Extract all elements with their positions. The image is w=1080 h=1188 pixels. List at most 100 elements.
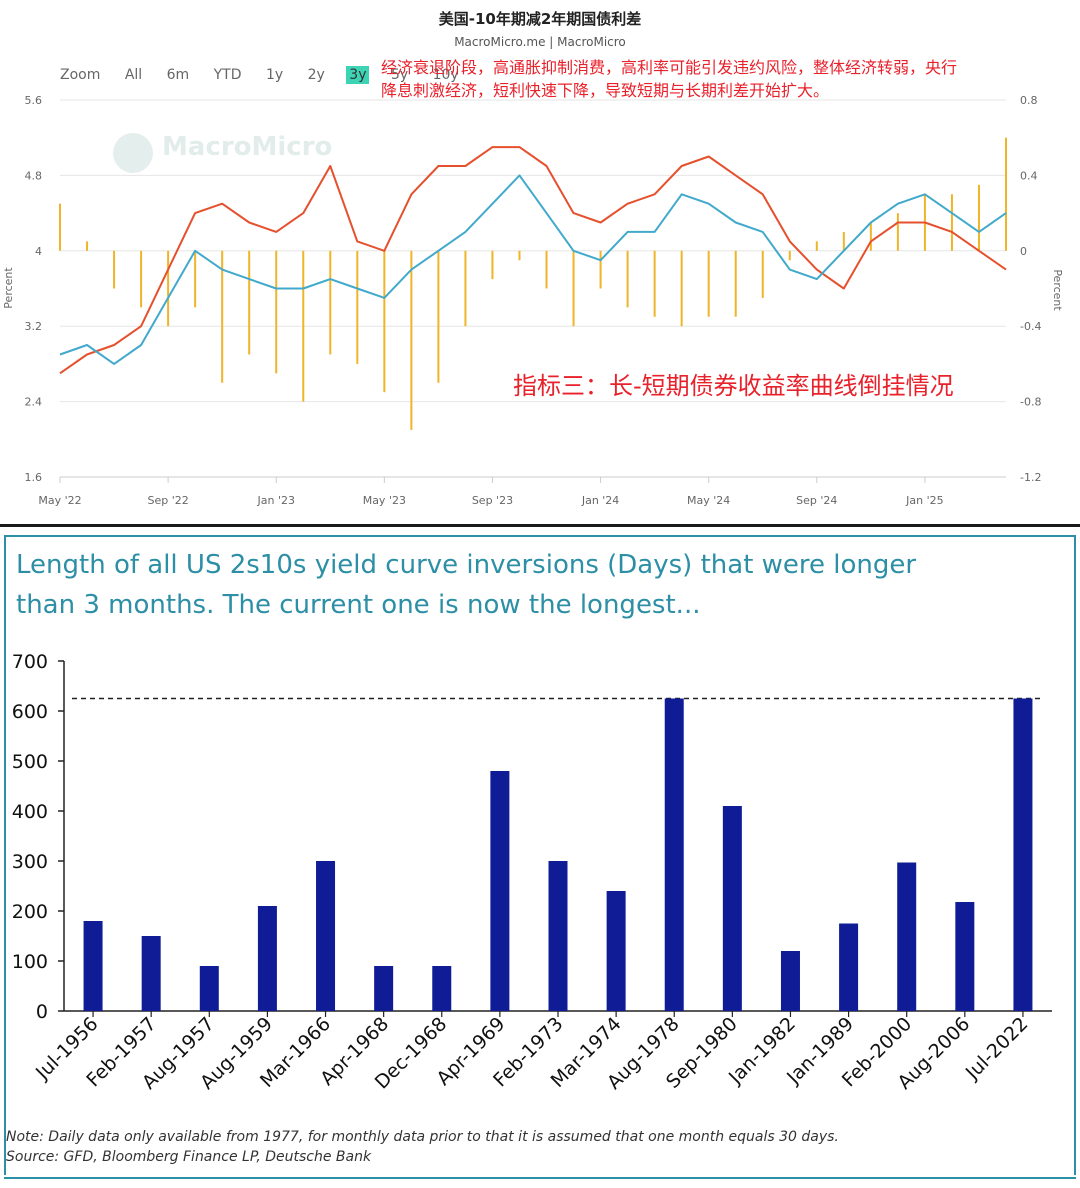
bar — [897, 862, 917, 1011]
spread-bar — [383, 250, 386, 393]
spread-bar — [626, 250, 629, 308]
spread-bar — [518, 250, 521, 261]
zoom-option-3y[interactable]: 3y — [346, 66, 370, 84]
x-tick-label: Jan '23 — [256, 494, 294, 507]
top-chart-svg: Percent Percent 5.6 4.8 4 3.2 2.4 1.6 0.8 0.4 0 -… — [2, 94, 1064, 507]
zoom-option-ytd[interactable]: YTD — [213, 67, 242, 83]
y-right-tick-label: -1.2 — [1020, 471, 1041, 484]
spread-bar — [491, 250, 494, 280]
bottom-chart-panel: Length of all US 2s10s yield curve inver… — [0, 527, 1080, 1188]
bar — [548, 861, 568, 1011]
y-right-tick-label: 0 — [1020, 245, 1027, 258]
spread-bar — [815, 241, 818, 251]
chart-source: Source: GFD, Bloomberg Finance LP, Deuts… — [6, 1149, 372, 1165]
panel-divider — [0, 524, 1080, 527]
bar — [374, 966, 394, 1011]
spread-bar — [572, 250, 575, 327]
spread-bar — [140, 250, 143, 308]
left-axis-label: Percent — [2, 267, 15, 309]
frame-bottom — [4, 1177, 1076, 1179]
y-left-tick-label: 5.6 — [25, 94, 43, 107]
spread-bar — [248, 250, 251, 355]
annotation-line-1: 经济衰退阶段，高通胀抑制消费，高利率可能引发违约风险，整体经济转弱，央行 — [381, 58, 958, 77]
y-left-tick-label: 4.8 — [25, 169, 43, 182]
zoom-selector: Zoom All 6m YTD 1y 2y 3y 5y 10y — [57, 66, 476, 84]
annotation-line-2: 降息刺激经济，短利快速下降，导致短期与长期利差开始扩大。 — [381, 81, 830, 100]
red-yield-line — [59, 146, 1007, 375]
spread-bar — [680, 250, 683, 327]
spread-bar — [221, 250, 224, 383]
y-tick-label: 700 — [12, 651, 48, 673]
spread-bar — [842, 231, 845, 251]
spread-bar — [869, 222, 872, 251]
chart-note: Note: Daily data only available from 197… — [6, 1129, 839, 1145]
bar — [722, 806, 742, 1011]
x-tick-label: May '23 — [363, 494, 406, 507]
spread-bar — [437, 250, 440, 383]
y-left-tick-label: 3.2 — [25, 320, 43, 333]
bar — [606, 891, 626, 1011]
spread-bar — [599, 250, 602, 289]
spread-bar — [464, 250, 467, 327]
spread-bar — [275, 250, 278, 374]
y-tick-label: 0 — [36, 1001, 48, 1023]
zoom-label: Zoom — [60, 67, 101, 83]
bottom-title-line-1: Length of all US 2s10s yield curve inver… — [16, 550, 917, 580]
x-tick-label: May '22 — [38, 494, 81, 507]
spread-bar — [167, 250, 170, 327]
indicator-three-annotation: 指标三：长-短期债券收益率曲线倒挂情况 — [513, 372, 954, 400]
y-right-tick-label: -0.8 — [1020, 396, 1041, 409]
x-tick-label: Sep '23 — [472, 494, 513, 507]
y-left-tick-label: 1.6 — [25, 471, 43, 484]
bar — [257, 906, 277, 1011]
zoom-option-5y[interactable]: 5y — [390, 67, 409, 83]
y-right-tick-label: 0.4 — [1020, 169, 1038, 182]
spread-bar — [410, 250, 413, 430]
zoom-option-10y[interactable]: 10y — [432, 67, 459, 83]
right-axis-label: Percent — [1051, 269, 1064, 311]
bar — [490, 771, 510, 1011]
zoom-option-6m[interactable]: 6m — [166, 67, 190, 83]
top-chart-subtitle: MacroMicro.me | MacroMicro — [454, 35, 626, 49]
frame-top — [4, 535, 1076, 537]
x-tick-label: Sep '24 — [796, 494, 837, 507]
bar — [141, 936, 161, 1011]
zoom-option-all[interactable]: All — [124, 67, 143, 83]
spread-bar — [653, 250, 656, 317]
bar — [839, 923, 859, 1011]
spread-bar — [761, 250, 764, 298]
y-tick-label: 500 — [12, 751, 48, 773]
y-left-tick-label: 2.4 — [25, 396, 43, 409]
y-left-tick-label: 4 — [35, 245, 42, 258]
y-tick-label: 200 — [12, 901, 48, 923]
y-tick-label: 600 — [12, 701, 48, 723]
bar — [316, 861, 336, 1011]
frame-right — [1074, 535, 1076, 1175]
spread-bar — [977, 184, 980, 251]
zoom-option-1y[interactable]: 1y — [265, 67, 284, 83]
zoom-option-2y[interactable]: 2y — [307, 67, 325, 83]
y-tick-label: 400 — [12, 801, 48, 823]
bar — [1013, 698, 1033, 1011]
top-chart-title: 美国-10年期减2年期国债利差 — [438, 10, 642, 28]
frame-left — [4, 535, 6, 1175]
bottom-chart-title: Length of all US 2s10s yield curve inver… — [16, 545, 916, 625]
bar — [780, 951, 800, 1011]
x-tick-label: May '24 — [687, 494, 730, 507]
bar — [199, 966, 219, 1011]
bottom-title-line-2: than 3 months. The current one is now th… — [16, 590, 701, 620]
spread-bar — [86, 241, 89, 251]
spread-bar — [707, 250, 710, 317]
blue-yield-line — [59, 174, 1007, 365]
x-tick-label: Jan '24 — [581, 494, 619, 507]
spread-bar — [329, 250, 332, 355]
bar — [83, 921, 103, 1011]
spread-bar — [545, 250, 548, 289]
x-tick-label: Sep '22 — [147, 494, 188, 507]
spread-bar — [788, 250, 791, 261]
spread-bar — [59, 203, 61, 251]
spread-bar — [113, 250, 116, 289]
macromicro-logo-icon — [113, 133, 153, 173]
top-chart-panel: 美国-10年期减2年期国债利差 MacroMicro.me | MacroMic… — [0, 0, 1080, 524]
y-tick-label: 300 — [12, 851, 48, 873]
